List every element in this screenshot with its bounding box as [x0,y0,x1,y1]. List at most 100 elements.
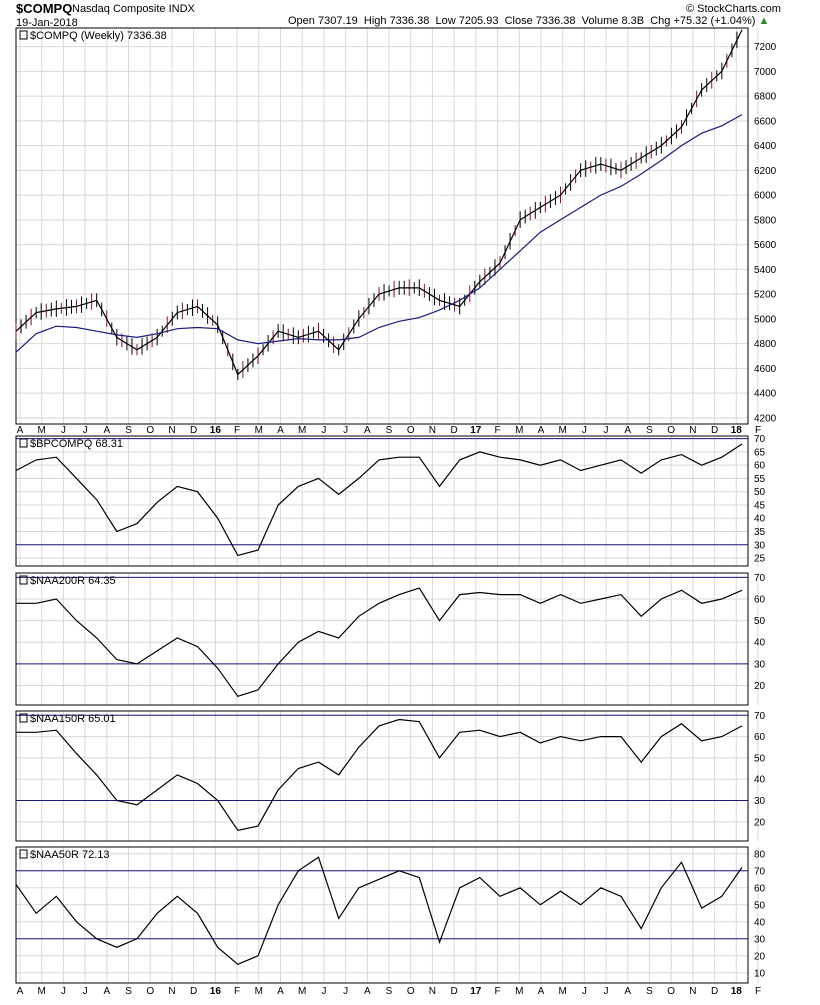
y-tick-label: 40 [754,638,766,649]
x-tick-label: D [190,986,197,997]
x-tick-label: A [17,425,24,436]
y-tick-label: 7000 [754,67,777,78]
x-tick-label: 16 [210,986,222,997]
y-tick-label: 5800 [754,215,777,226]
x-tick-label: A [538,986,545,997]
x-tick-label: N [689,425,696,436]
x-tick-label: D [711,425,718,436]
y-tick-label: 40 [754,775,766,786]
panel-title: $BPCOMPQ 68.31 [30,438,123,450]
x-tick-label: M [298,986,306,997]
x-tick-label: J [61,986,66,997]
x-tick-label: J [343,986,348,997]
x-tick-label: S [125,425,132,436]
x-tick-label: O [407,986,415,997]
ohlc-stats: Open 7307.19 High 7336.38 Low 7205.93 Cl… [288,15,769,27]
x-tick-label: J [83,425,88,436]
x-tick-label: S [386,986,393,997]
y-tick-label: 7200 [754,42,777,53]
x-tick-label: M [255,986,263,997]
x-tick-label: O [407,425,415,436]
y-tick-label: 6600 [754,116,777,127]
x-tick-label: M [255,425,263,436]
panel-frame [15,846,749,984]
y-tick-label: 60 [754,461,766,472]
panel-title: $COMPQ (Weekly) 7336.38 [30,30,167,42]
y-tick-label: 20 [754,817,766,828]
y-tick-label: 70 [754,434,766,445]
x-tick-label: S [646,425,653,436]
x-tick-label: F [234,425,240,436]
series-line-1 [15,443,743,557]
panel-frame [15,710,749,842]
x-tick-label: N [168,425,175,436]
chg-value: +75.32 (+1.04%) [673,15,756,27]
x-tick-label: D [190,425,197,436]
x-tick-label: N [429,986,436,997]
x-tick-label: J [343,425,348,436]
open-label: Open [288,15,315,27]
x-tick-label: F [234,986,240,997]
x-tick-label: J [582,986,587,997]
symbol: $COMPQ [16,1,73,16]
x-tick-label: J [83,986,88,997]
x-tick-label: D [451,986,458,997]
x-tick-label: M [515,986,523,997]
series-line-2 [16,587,743,698]
x-tick-label: A [103,986,110,997]
y-tick-label: 50 [754,753,766,764]
y-tick-label: 60 [754,594,766,605]
x-tick-label: M [38,425,46,436]
x-tick-label: J [61,425,66,436]
y-tick-label: 5200 [754,290,777,301]
moving-average-line-0 [15,114,743,353]
y-tick-label: 5600 [754,240,777,251]
x-tick-label: N [689,986,696,997]
index-name: Nasdaq Composite INDX [72,3,195,15]
series-line-0 [15,29,743,376]
x-tick-label: 18 [731,986,743,997]
series-line-4 [15,856,743,965]
series-line-3 [16,718,743,831]
y-tick-label: 4800 [754,339,777,350]
y-tick-label: 30 [754,659,766,670]
chart-date: 19-Jan-2018 [16,17,78,29]
y-tick-label: 20 [754,951,766,962]
x-tick-label: J [321,986,326,997]
panel-menu-icon [19,575,28,585]
volume-label: Volume [581,15,619,27]
y-tick-label: 65 [754,447,766,458]
x-tick-label: 17 [470,986,482,997]
x-tick-label: F [494,425,500,436]
x-tick-label: A [364,425,371,436]
x-tick-label: M [38,986,46,997]
y-tick-label: 60 [754,732,766,743]
x-tick-label: A [277,425,284,436]
y-tick-label: 6000 [754,191,777,202]
x-tick-label: A [17,986,24,997]
x-tick-label: 16 [210,425,222,436]
y-tick-label: 60 [754,883,766,894]
x-tick-label: A [538,425,545,436]
panel-menu-icon [19,849,28,859]
x-tick-label: D [711,986,718,997]
y-tick-label: 50 [754,487,766,498]
high-value: 7336.38 [389,15,430,27]
watermark: © StockCharts.com [686,3,781,15]
y-tick-label: 70 [754,573,766,584]
x-tick-label: A [624,425,631,436]
y-tick-label: 40 [754,917,766,928]
y-tick-label: 55 [754,474,766,485]
x-tick-label: A [364,986,371,997]
x-tick-label: N [168,986,175,997]
x-tick-label: D [451,425,458,436]
x-tick-label: 17 [470,425,482,436]
y-tick-label: 20 [754,681,766,692]
x-tick-label: O [667,986,675,997]
x-tick-label: O [146,425,154,436]
x-tick-label: J [321,425,326,436]
x-tick-label: A [624,986,631,997]
y-tick-label: 30 [754,934,766,945]
